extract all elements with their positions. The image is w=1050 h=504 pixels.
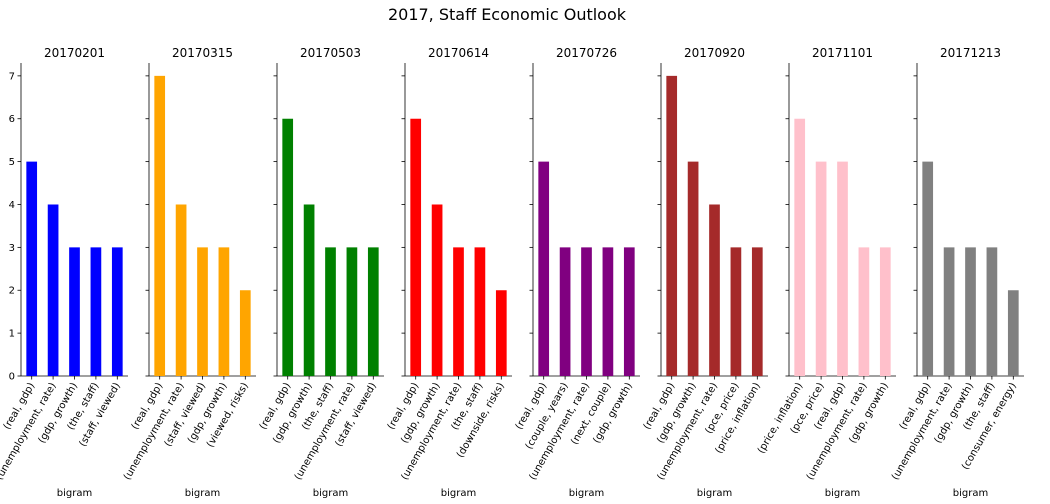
bar [666,75,678,377]
bar [453,247,464,376]
bar [474,247,486,376]
subplot-title: 20170503 [300,46,361,60]
bar [538,161,550,376]
subplot: 20170920(real, gdp)(gdp, growth)(unemplo… [642,46,768,499]
bar [346,247,358,376]
y-tick-label: 2 [9,286,15,297]
bar [90,247,102,376]
bar [687,161,699,376]
bar [730,247,742,376]
bar [303,204,315,376]
subplot: 20170614(real, gdp)(gdp, growth)(unemplo… [386,46,512,499]
bar [559,247,571,376]
subplot-title: 20170201 [44,46,105,60]
subplot-title: 20171213 [940,46,1001,60]
bar [965,247,976,376]
bar [879,247,891,376]
subplot: 20170503(real, gdp)(gdp, growth)(the, st… [258,46,384,499]
bar [69,247,80,376]
bar [26,161,38,376]
bar [197,247,208,376]
bar [709,204,720,376]
x-axis-label: bigram [185,488,220,499]
y-tick-label: 4 [9,200,15,211]
bar [922,161,934,376]
bar [325,247,336,376]
bar [858,247,870,376]
subplot: 20170315(real, gdp)(unemployment, rate)(… [122,46,256,499]
bar [175,204,187,376]
figure-title: 2017, Staff Economic Outlook [388,5,627,24]
bar [282,118,294,377]
bar [602,247,614,376]
x-axis-label: bigram [569,488,604,499]
subplot: 20171101(price, inflation)(pce, price)(r… [756,46,896,499]
subplot-title: 20171101 [812,46,873,60]
bar [495,290,507,376]
x-axis-label: bigram [313,488,348,499]
bar [623,247,635,376]
x-axis-label: bigram [697,488,732,499]
bar [367,247,379,376]
bar [154,75,166,377]
y-tick-label: 0 [9,372,15,383]
subplot-title: 20170726 [556,46,617,60]
bar [794,118,806,377]
bar [239,290,251,376]
bar [431,204,443,376]
bar [410,118,422,377]
bar [1007,290,1019,376]
subplot: 20171213(real, gdp)(unemployment, rate)(… [890,46,1024,499]
subplot-title: 20170315 [172,46,233,60]
x-axis-label: bigram [441,488,476,499]
x-axis-label: bigram [825,488,860,499]
bar [47,204,59,376]
subplot: 20170726(real, gdp)(couple, years)(unemp… [514,46,640,499]
bar [751,247,763,376]
y-tick-label: 6 [9,114,15,125]
y-tick-label: 7 [9,71,15,82]
y-tick-label: 1 [9,329,15,340]
y-tick-label: 3 [9,243,15,254]
y-tick-label: 5 [9,157,15,168]
bar [111,247,123,376]
bar [837,161,848,376]
subplot-title: 20170614 [428,46,489,60]
x-axis-label: bigram [57,488,92,499]
bar [943,247,955,376]
bar [815,161,827,376]
x-axis-label: bigram [953,488,988,499]
bar [218,247,230,376]
subplot-title: 20170920 [684,46,745,60]
bar [581,247,592,376]
bar [986,247,998,376]
